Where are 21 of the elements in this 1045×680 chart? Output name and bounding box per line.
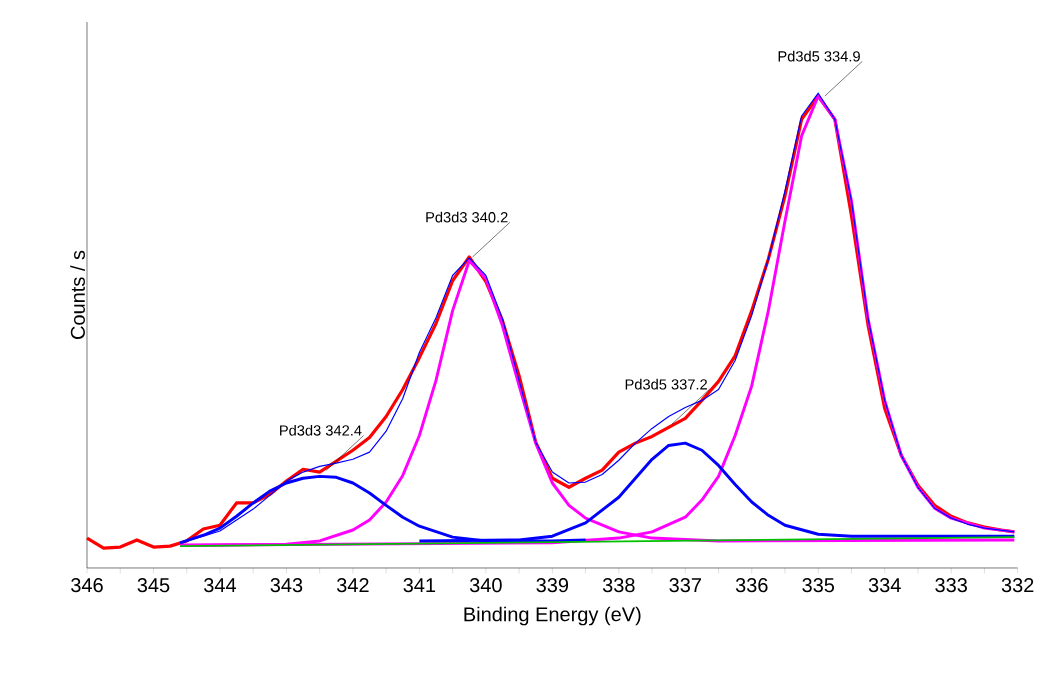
annotation: Pd3d5 337.2 — [625, 378, 707, 390]
x-tick-label: 339 — [536, 578, 569, 593]
annotation: Pd3d3 340.2 — [426, 211, 508, 223]
x-tick-label: 332 — [1001, 578, 1034, 593]
annotation: Pd3d3 342.4 — [280, 424, 362, 436]
x-tick-label: 342 — [336, 578, 369, 593]
annotation: Pd3d5 334.9 — [778, 50, 860, 62]
x-tick-label: 344 — [204, 578, 237, 593]
x-axis-title: Binding Energy (eV) — [464, 606, 641, 626]
x-tick-label: 340 — [469, 578, 502, 593]
x-tick-label: 336 — [735, 578, 768, 593]
x-tick-label: 343 — [270, 578, 303, 593]
x-tick-label: 334 — [868, 578, 901, 593]
x-tick-label: 338 — [602, 578, 635, 593]
x-tick-label: 345 — [137, 578, 170, 593]
x-tick-label: 337 — [669, 578, 701, 593]
x-tick-label: 333 — [935, 578, 967, 593]
x-tick-label: 346 — [71, 578, 103, 593]
x-tick-label: 341 — [403, 578, 436, 593]
y-axis-title: Counts / s — [70, 250, 85, 339]
x-tick-label: 335 — [802, 578, 835, 593]
